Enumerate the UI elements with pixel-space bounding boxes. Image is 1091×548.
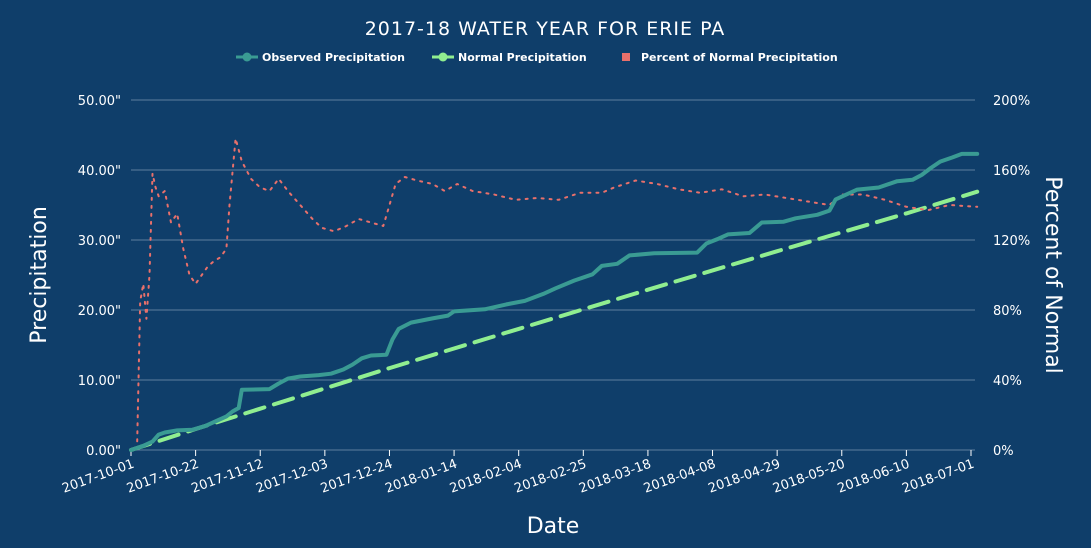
- y2-tick-label: 160%: [993, 164, 1030, 179]
- x-tick-label: 2018-03-18: [577, 457, 653, 497]
- legend-marker-2: [622, 53, 630, 61]
- y2-tick-label: 0%: [993, 444, 1014, 459]
- x-tick-label: 2018-04-08: [642, 457, 718, 497]
- x-tick-label: 2018-07-01: [900, 457, 976, 497]
- x-tick-label: 2018-02-25: [513, 457, 589, 497]
- x-tick-label: 2017-10-01: [60, 457, 136, 497]
- y-axis-title: Precipitation: [27, 206, 52, 344]
- chart-title: 2017-18 WATER YEAR FOR ERIE PA: [365, 18, 726, 40]
- y2-tick-label: 200%: [993, 94, 1030, 109]
- y-tick-label: 50.00": [78, 94, 121, 109]
- x-tick-label: 2018-06-10: [836, 457, 912, 497]
- legend-label-0: Observed Precipitation: [262, 51, 405, 64]
- x-tick-label: 2017-11-12: [189, 457, 265, 497]
- y-tick-label: 10.00": [78, 374, 121, 389]
- legend-marker-0: [242, 52, 252, 62]
- legend: Observed Precipitation Normal Precipitati…: [236, 51, 838, 64]
- series-line-2: [136, 137, 979, 443]
- y-tick-label: 20.00": [78, 304, 121, 319]
- y2-axis-title: Percent of Normal: [1040, 176, 1065, 374]
- legend-label-1: Normal Precipitation: [458, 51, 587, 64]
- x-tick-label: 2017-12-03: [254, 457, 330, 497]
- series-line-0: [129, 151, 980, 452]
- x-tick-label: 2017-10-22: [125, 457, 201, 497]
- x-tick-label: 2018-01-14: [383, 457, 459, 497]
- y2-tick-label: 120%: [993, 234, 1030, 249]
- y-tick-label: 0.00": [86, 444, 121, 459]
- x-tick-label: 2018-04-29: [706, 457, 782, 497]
- series-line-1: [129, 189, 980, 452]
- gridlines: [131, 99, 975, 451]
- legend-label-2: Percent of Normal Precipitation: [641, 51, 838, 64]
- y-axis-right: 0% 40% 80% 120% 160% 200%: [993, 94, 1030, 459]
- legend-marker-1: [438, 52, 448, 62]
- x-tick-label: 2017-12-24: [319, 457, 395, 497]
- y-tick-label: 40.00": [78, 164, 121, 179]
- y2-tick-label: 80%: [993, 304, 1022, 319]
- y2-tick-label: 40%: [993, 374, 1022, 389]
- x-axis: 2017-10-012017-10-222017-11-122017-12-03…: [60, 450, 976, 497]
- y-tick-label: 30.00": [78, 234, 121, 249]
- x-tick-label: 2018-05-20: [771, 457, 847, 497]
- x-tick-label: 2018-02-04: [448, 457, 524, 497]
- x-axis-title: Date: [527, 514, 580, 539]
- y-axis-left: 0.00" 10.00" 20.00" 30.00" 40.00" 50.00": [78, 94, 121, 459]
- series-group: [129, 137, 980, 452]
